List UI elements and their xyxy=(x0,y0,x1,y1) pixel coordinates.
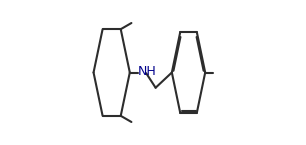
Text: NH: NH xyxy=(138,65,157,78)
